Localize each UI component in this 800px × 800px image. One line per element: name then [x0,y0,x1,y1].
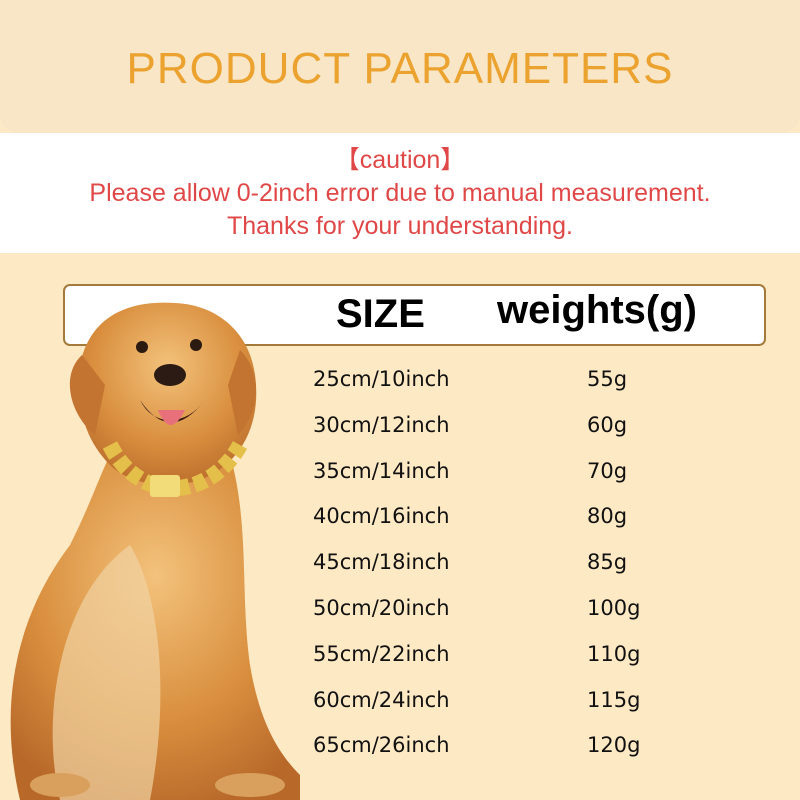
table-row: 30cm/12inch 60g [0,413,800,443]
weight-cell: 55g [587,367,628,391]
size-cell: 25cm/10inch [313,367,450,391]
size-cell: 40cm/16inch [313,504,450,529]
header-band: PRODUCT PARAMETERS [0,0,800,133]
size-cell: 60cm/24inch [313,687,450,712]
caution-line-1: Please allow 0-2inch error due to manual… [89,179,711,207]
column-header-size: SIZE [336,292,425,336]
caution-label: 【caution】 [334,146,466,174]
weight-cell: 80g [587,504,628,529]
size-cell: 30cm/12inch [313,412,450,437]
size-cell: 35cm/14inch [313,458,450,483]
weight-cell: 100g [587,596,641,620]
size-cell: 45cm/18inch [313,550,450,575]
weight-cell: 120g [587,733,641,758]
caution-line-2: Thanks for your understanding. [226,212,574,240]
table-row: 40cm/16inch 80g [0,504,800,534]
table-row: 25cm/10inch 55g [0,367,800,397]
weight-cell: 60g [587,412,628,437]
size-cell: 65cm/26inch [313,733,450,758]
table-row: 60cm/24inch 115g [0,688,800,718]
weight-cell: 115g [587,687,641,712]
dog-image [10,302,301,800]
table-row: 50cm/20inch 100g [0,596,800,626]
weight-cell: 70g [587,458,628,483]
table-row: 65cm/26inch 120g [0,733,800,763]
table-row: 55cm/22inch 110g [0,642,800,672]
caution-notice: 【caution】 Please allow 0-2inch error due… [0,133,800,253]
column-header-weight: weights(g) [497,288,697,332]
table-row: 35cm/14inch 70g [0,459,800,489]
weight-cell: 85g [587,550,628,575]
size-cell: 55cm/22inch [313,641,450,666]
weight-cell: 110g [587,641,641,666]
page-title: PRODUCT PARAMETERS [126,44,674,93]
table-row: 45cm/18inch 85g [0,550,800,580]
size-cell: 50cm/20inch [313,596,450,620]
